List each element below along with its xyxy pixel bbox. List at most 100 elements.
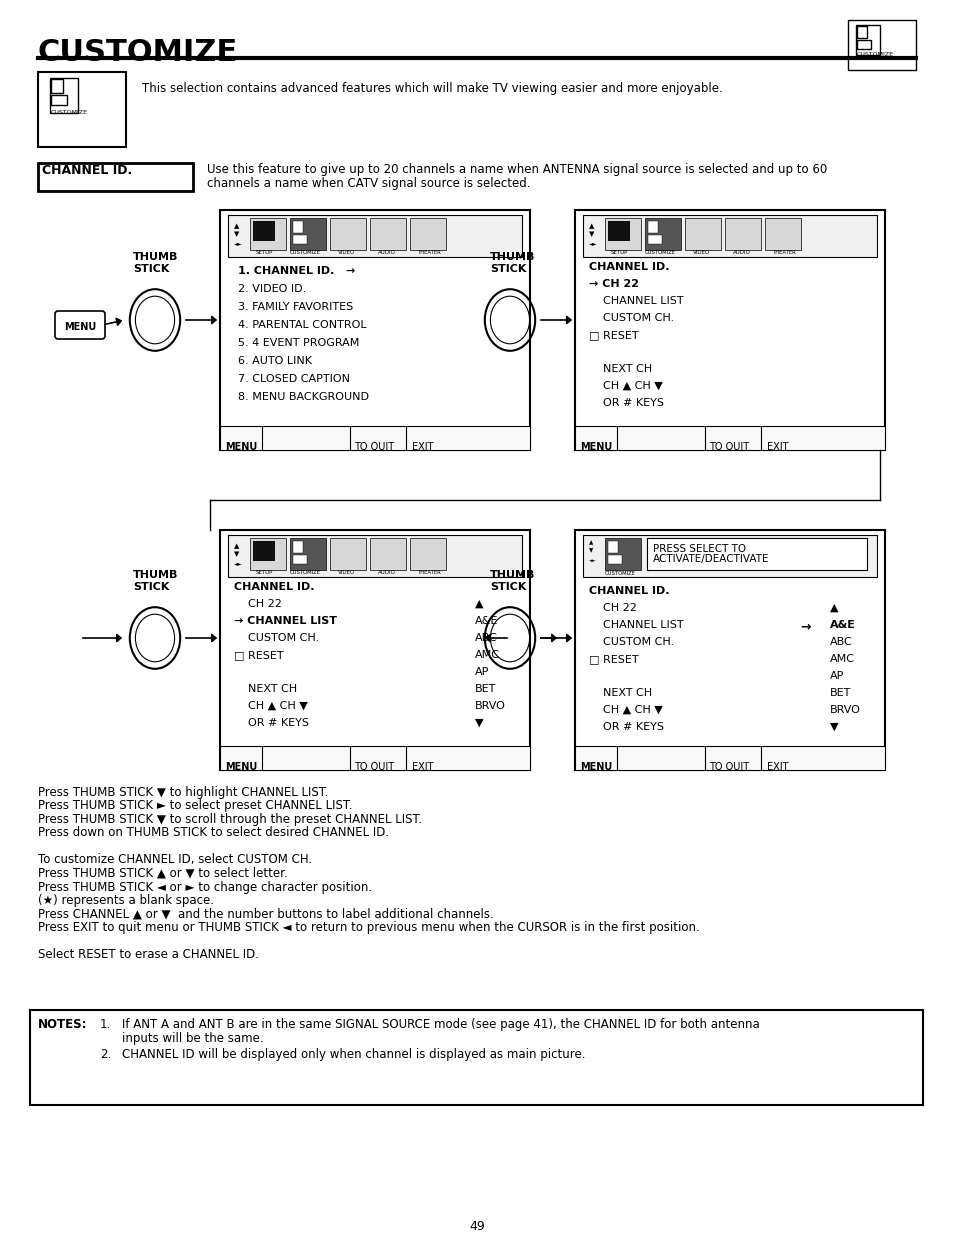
Bar — [220, 426, 530, 450]
Text: → CH 22: → CH 22 — [588, 279, 639, 289]
Text: 3. FAMILY FAVORITES: 3. FAMILY FAVORITES — [237, 303, 353, 312]
Text: VIDEO: VIDEO — [337, 571, 355, 576]
Text: NEXT CH: NEXT CH — [233, 684, 296, 694]
Text: AP: AP — [829, 671, 843, 680]
Text: EXIT: EXIT — [412, 442, 433, 452]
Text: ABC: ABC — [475, 634, 497, 643]
Text: STICK: STICK — [132, 582, 170, 592]
Text: PRESS SELECT TO: PRESS SELECT TO — [652, 543, 745, 555]
Text: ▼: ▼ — [233, 231, 239, 237]
Text: ▼: ▼ — [588, 548, 593, 553]
Text: 2.: 2. — [100, 1049, 112, 1061]
Text: ▼: ▼ — [475, 718, 483, 727]
Text: (★) represents a blank space.: (★) represents a blank space. — [38, 894, 213, 906]
Text: ▼: ▼ — [233, 551, 239, 557]
Text: AMC: AMC — [829, 655, 854, 664]
Bar — [220, 530, 530, 769]
Text: Press THUMB STICK ▼ to scroll through the preset CHANNEL LIST.: Press THUMB STICK ▼ to scroll through th… — [38, 813, 421, 826]
Text: EXIT: EXIT — [766, 762, 788, 772]
Text: Press THUMB STICK ▲ or ▼ to select letter.: Press THUMB STICK ▲ or ▼ to select lette… — [38, 867, 288, 881]
Bar — [607, 541, 618, 553]
Text: Use this feature to give up to 20 channels a name when ANTENNA signal source is : Use this feature to give up to 20 channe… — [207, 163, 826, 177]
Text: BRVO: BRVO — [829, 705, 860, 715]
Bar — [410, 219, 446, 249]
Bar — [220, 746, 530, 769]
Bar — [582, 535, 876, 577]
Text: ▲: ▲ — [233, 543, 239, 550]
Text: ▲: ▲ — [475, 599, 483, 609]
Bar — [228, 215, 521, 257]
Text: OR # KEYS: OR # KEYS — [588, 398, 663, 408]
Text: 6. AUTO LINK: 6. AUTO LINK — [237, 356, 312, 366]
Bar — [51, 95, 67, 105]
Text: →: → — [800, 620, 810, 634]
Text: ◄►: ◄► — [588, 558, 596, 563]
Bar — [607, 555, 621, 564]
Bar — [38, 163, 193, 191]
Bar — [293, 221, 303, 233]
Bar — [582, 215, 876, 257]
Bar — [330, 538, 366, 571]
Text: OR # KEYS: OR # KEYS — [588, 722, 663, 732]
Text: ▲: ▲ — [588, 540, 593, 545]
Text: TO QUIT: TO QUIT — [354, 442, 394, 452]
Bar — [647, 235, 661, 245]
Text: THUMB: THUMB — [132, 571, 178, 580]
Text: ACTIVATE/DEACTIVATE: ACTIVATE/DEACTIVATE — [652, 555, 769, 564]
Bar — [228, 535, 521, 577]
Text: ◄►: ◄► — [233, 241, 242, 246]
Text: MENU: MENU — [579, 762, 612, 772]
Bar — [290, 219, 326, 249]
Text: 4. PARENTAL CONTROL: 4. PARENTAL CONTROL — [237, 320, 366, 330]
Bar — [604, 538, 640, 571]
Text: STICK: STICK — [132, 264, 170, 274]
Text: THEATER: THEATER — [772, 249, 796, 254]
Text: BET: BET — [829, 688, 850, 698]
Text: If ANT A and ANT B are in the same SIGNAL SOURCE mode (see page 41), the CHANNEL: If ANT A and ANT B are in the same SIGNA… — [122, 1018, 759, 1031]
Text: SETUP: SETUP — [255, 249, 274, 254]
FancyBboxPatch shape — [55, 311, 105, 338]
Text: MENU: MENU — [579, 442, 612, 452]
Text: ▼: ▼ — [829, 722, 838, 732]
Text: ▼: ▼ — [588, 231, 594, 237]
Text: AUDIO: AUDIO — [377, 249, 395, 254]
Bar — [250, 219, 286, 249]
Bar — [220, 210, 530, 450]
Text: NEXT CH: NEXT CH — [588, 688, 652, 698]
Text: AMC: AMC — [475, 650, 499, 659]
Text: CH ▲ CH ▼: CH ▲ CH ▼ — [588, 382, 662, 391]
Text: Press CHANNEL ▲ or ▼  and the number buttons to label additional channels.: Press CHANNEL ▲ or ▼ and the number butt… — [38, 908, 494, 920]
Text: CHANNEL ID.: CHANNEL ID. — [588, 585, 669, 597]
Text: CUSTOM CH.: CUSTOM CH. — [233, 634, 319, 643]
Text: EXIT: EXIT — [766, 442, 788, 452]
Text: Press THUMB STICK ◄ or ► to change character position.: Press THUMB STICK ◄ or ► to change chara… — [38, 881, 372, 893]
Text: STICK: STICK — [490, 582, 526, 592]
Text: □ RESET: □ RESET — [588, 655, 638, 664]
Bar — [30, 1010, 923, 1105]
Text: ABC: ABC — [829, 637, 852, 647]
Text: 8. MENU BACKGROUND: 8. MENU BACKGROUND — [237, 391, 369, 403]
Text: BRVO: BRVO — [475, 701, 505, 711]
Bar — [647, 221, 658, 233]
Text: 7. CLOSED CAPTION: 7. CLOSED CAPTION — [237, 374, 350, 384]
Text: 1. CHANNEL ID.   →: 1. CHANNEL ID. → — [237, 266, 355, 275]
Text: AUDIO: AUDIO — [377, 571, 395, 576]
Text: TO QUIT: TO QUIT — [708, 762, 748, 772]
Text: CUSTOMIZE: CUSTOMIZE — [290, 249, 320, 254]
Text: inputs will be the same.: inputs will be the same. — [122, 1032, 263, 1045]
Bar — [253, 541, 274, 561]
Text: CUSTOM CH.: CUSTOM CH. — [588, 637, 674, 647]
Text: THUMB: THUMB — [490, 571, 535, 580]
Bar — [290, 538, 326, 571]
Text: TO QUIT: TO QUIT — [354, 762, 394, 772]
Text: Press down on THUMB STICK to select desired CHANNEL ID.: Press down on THUMB STICK to select desi… — [38, 826, 389, 840]
Bar — [575, 530, 884, 769]
Bar — [293, 555, 307, 564]
Text: CHANNEL ID.: CHANNEL ID. — [42, 164, 132, 177]
Text: THUMB: THUMB — [132, 252, 178, 262]
Text: CUSTOMIZE: CUSTOMIZE — [644, 249, 676, 254]
Text: A&E: A&E — [829, 620, 855, 630]
Text: □ RESET: □ RESET — [588, 330, 638, 340]
Text: 5. 4 EVENT PROGRAM: 5. 4 EVENT PROGRAM — [237, 338, 359, 348]
Text: ◄►: ◄► — [588, 241, 597, 246]
